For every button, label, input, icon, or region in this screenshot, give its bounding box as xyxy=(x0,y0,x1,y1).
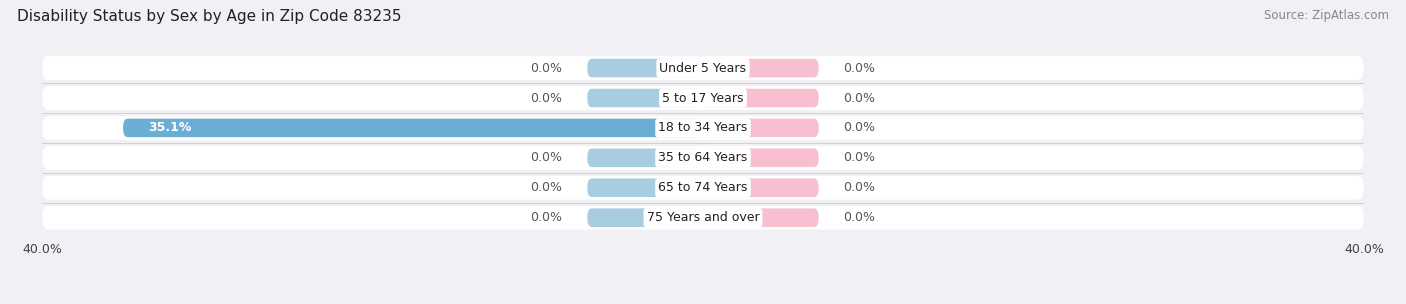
FancyBboxPatch shape xyxy=(703,59,818,77)
Text: 75 Years and over: 75 Years and over xyxy=(647,211,759,224)
FancyBboxPatch shape xyxy=(42,56,1364,80)
Text: 18 to 34 Years: 18 to 34 Years xyxy=(658,121,748,134)
Text: 0.0%: 0.0% xyxy=(844,121,876,134)
Text: 65 to 74 Years: 65 to 74 Years xyxy=(658,181,748,194)
Text: 0.0%: 0.0% xyxy=(844,62,876,74)
Text: 0.0%: 0.0% xyxy=(530,211,562,224)
FancyBboxPatch shape xyxy=(42,86,1364,110)
Text: Disability Status by Sex by Age in Zip Code 83235: Disability Status by Sex by Age in Zip C… xyxy=(17,9,401,24)
Text: 0.0%: 0.0% xyxy=(530,92,562,105)
Text: Source: ZipAtlas.com: Source: ZipAtlas.com xyxy=(1264,9,1389,22)
FancyBboxPatch shape xyxy=(42,116,1364,140)
Text: 35 to 64 Years: 35 to 64 Years xyxy=(658,151,748,164)
Text: 0.0%: 0.0% xyxy=(844,181,876,194)
Text: 0.0%: 0.0% xyxy=(530,181,562,194)
Text: 5 to 17 Years: 5 to 17 Years xyxy=(662,92,744,105)
FancyBboxPatch shape xyxy=(42,146,1364,170)
FancyBboxPatch shape xyxy=(703,149,818,167)
Text: Under 5 Years: Under 5 Years xyxy=(659,62,747,74)
FancyBboxPatch shape xyxy=(703,209,818,227)
Text: 0.0%: 0.0% xyxy=(844,151,876,164)
FancyBboxPatch shape xyxy=(588,178,703,197)
FancyBboxPatch shape xyxy=(124,119,703,137)
FancyBboxPatch shape xyxy=(703,89,818,107)
FancyBboxPatch shape xyxy=(42,206,1364,230)
Text: 0.0%: 0.0% xyxy=(844,92,876,105)
FancyBboxPatch shape xyxy=(42,176,1364,200)
FancyBboxPatch shape xyxy=(588,89,703,107)
Text: 0.0%: 0.0% xyxy=(530,62,562,74)
FancyBboxPatch shape xyxy=(703,178,818,197)
FancyBboxPatch shape xyxy=(588,59,703,77)
FancyBboxPatch shape xyxy=(588,149,703,167)
Text: 35.1%: 35.1% xyxy=(148,121,191,134)
Text: 0.0%: 0.0% xyxy=(530,151,562,164)
Text: 0.0%: 0.0% xyxy=(844,211,876,224)
FancyBboxPatch shape xyxy=(703,119,818,137)
FancyBboxPatch shape xyxy=(588,209,703,227)
